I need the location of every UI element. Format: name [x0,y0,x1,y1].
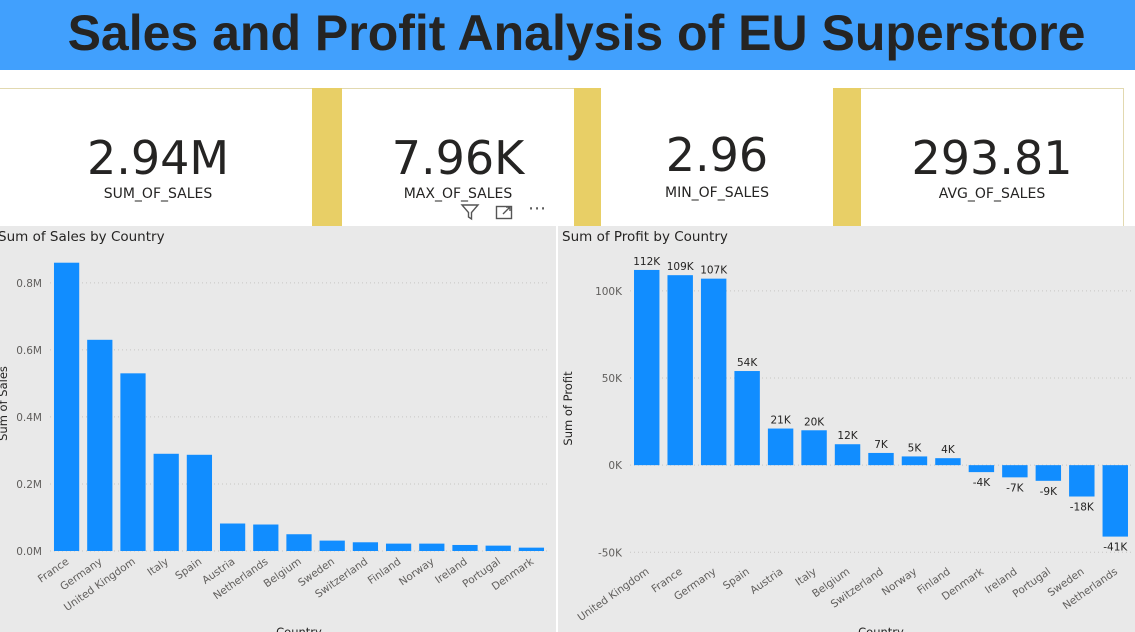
bar-switzerland [352,542,379,551]
x-tick-label: Italy [793,566,819,589]
more-options-icon[interactable]: ⋯ [528,198,546,219]
bar-norway [419,543,445,551]
y-tick-label: 50K [602,373,623,385]
x-tick-label: Portugal [1011,566,1054,601]
data-label: 5K [908,442,923,454]
chart-title: Sum of Sales by Country [0,229,165,245]
y-tick-label: 100K [595,286,623,298]
data-label: -18K [1070,502,1095,514]
x-tick-label: Norway [397,556,437,589]
data-label: -7K [1006,482,1024,494]
bar-united-kingdom [634,269,660,466]
chart-title: Sum of Profit by Country [562,229,728,245]
profit-by-country-chart: Sum of Profit by Country -50K 0K 50K 100K Sum… [561,229,1132,632]
data-label: -9K [1040,486,1058,498]
kpi-card-avg-of-sales[interactable]: 293.81 AVG_OF_SALES [861,88,1124,230]
x-tick-label: Spain [721,566,752,593]
bar-belgium [286,534,312,551]
y-tick-label: 0.0M [16,546,42,558]
card-accent-strip [833,88,861,230]
bar-portugal [1035,465,1062,481]
bar-france [53,262,80,551]
card-accent-strip [312,88,342,230]
x-tick-label: United Kingdom [576,566,652,624]
y-axis-label: Sum of Profit [561,371,575,446]
bar-france [667,275,693,466]
bar-finland [385,543,412,551]
data-label: -4K [973,477,991,489]
bar-norway [901,456,928,466]
kpi-value: 7.96K [391,131,525,185]
x-tick-label: Norway [880,566,920,599]
bar-belgium [834,444,861,466]
data-label: 21K [770,415,791,427]
bar-netherlands [253,524,279,551]
bar-united-kingdom [120,373,146,551]
page-title: Sales and Profit Analysis of EU Supersto… [67,5,1086,61]
y-tick-label: 0.4M [16,412,42,424]
x-tick-label: Austria [748,566,785,597]
title-banner: Sales and Profit Analysis of EU Supersto… [0,0,1135,70]
y-tick-label: 0K [608,460,623,472]
bar-italy [801,430,827,466]
y-tick-label: -50K [598,547,623,559]
bar-denmark [968,465,995,473]
x-tick-label: Finland [366,556,404,587]
kpi-value: 293.81 [911,131,1073,185]
bar-austria [219,523,246,551]
y-axis-label: Sum of Sales [0,366,10,441]
bar-germany [87,339,113,551]
bar-ireland [1002,465,1028,478]
bar-germany [700,278,727,466]
data-label: 107K [700,265,728,277]
kpi-value: 2.96 [665,128,769,182]
data-label: 20K [804,416,825,428]
x-axis-label: Country [276,625,322,632]
bar-spain [734,371,760,466]
x-tick-label: Spain [173,556,204,583]
sales-chart-panel[interactable]: Sum of Sales by Country 0.0M 0.2M 0.4M 0.6M 0… [0,226,556,632]
bar-austria [767,428,794,466]
data-label: 109K [667,261,695,273]
data-label: 4K [941,444,956,456]
bar-netherlands [1102,465,1128,537]
bar-italy [153,453,179,551]
kpi-label: MAX_OF_SALES [403,186,513,202]
kpi-label: AVG_OF_SALES [938,186,1046,202]
bar-sweden [319,540,345,551]
data-label: 54K [737,357,758,369]
filter-icon[interactable] [460,202,480,226]
profit-chart-panel[interactable]: Sum of Profit by Country -50K 0K 50K 100K Sum… [558,226,1135,632]
y-tick-label: 0.2M [16,479,42,491]
kpi-card-min-of-sales[interactable]: 2.96 MIN_OF_SALES [601,88,833,230]
bar-sweden [1069,465,1095,497]
kpi-card-max-of-sales[interactable]: 7.96K MAX_OF_SALES [342,88,574,230]
data-label: -41K [1103,542,1128,554]
focus-mode-icon[interactable] [494,202,514,226]
bar-denmark [518,547,545,551]
data-label: 112K [633,256,661,268]
kpi-card-sum-of-sales[interactable]: 2.94M SUM_OF_SALES [0,88,316,230]
data-label: 12K [837,430,858,442]
y-tick-label: 0.6M [16,345,42,357]
x-tick-label: Italy [145,556,171,579]
bar-ireland [452,544,478,551]
sales-by-country-chart: Sum of Sales by Country 0.0M 0.2M 0.4M 0.6M 0… [0,229,548,632]
x-tick-label: Belgium [262,556,304,591]
data-label: 7K [874,439,889,451]
card-accent-strip [574,88,601,230]
y-tick-label: 0.8M [16,278,42,290]
kpi-label: MIN_OF_SALES [664,185,769,201]
visual-header: ⋯ [452,198,562,226]
x-axis-label: Country [858,625,904,632]
kpi-label: SUM_OF_SALES [103,186,213,202]
bar-switzerland [868,452,894,466]
bar-finland [935,458,961,466]
kpi-value: 2.94M [86,131,230,185]
bar-portugal [485,545,511,551]
bar-spain [186,454,213,551]
